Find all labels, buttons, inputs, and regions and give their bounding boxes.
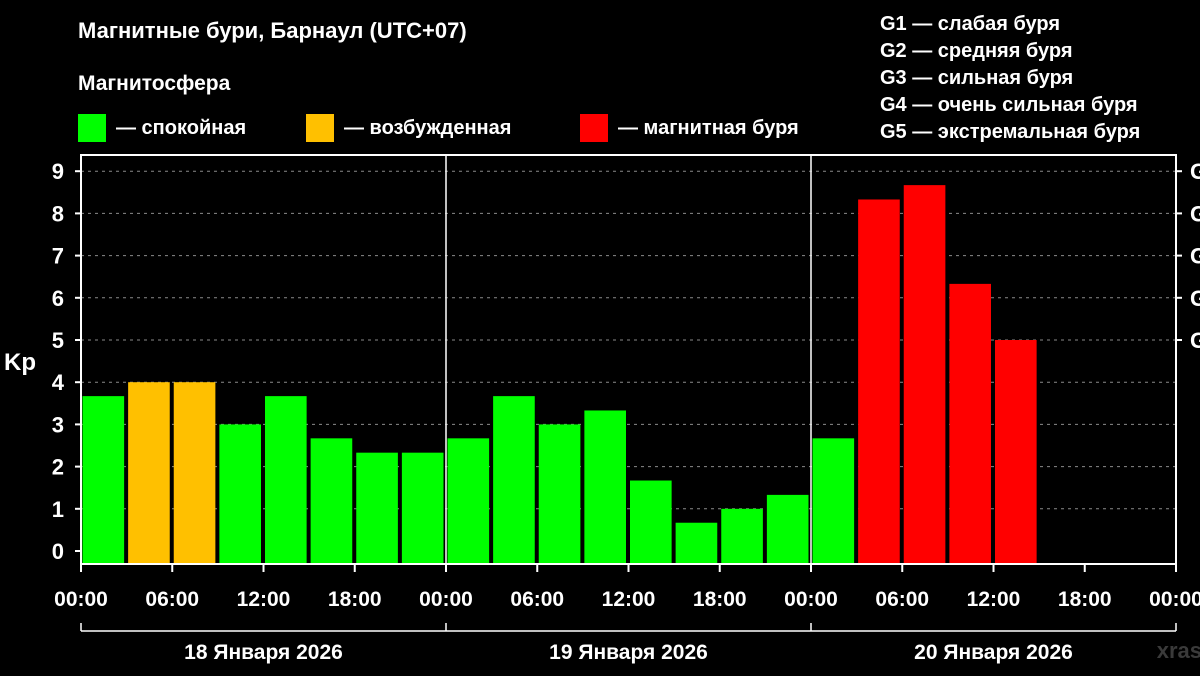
legend-label-storm: — магнитная буря (618, 116, 799, 139)
kp-bar-quiet (401, 452, 444, 563)
y-tick-label: 3 (52, 412, 64, 437)
kp-bar-storm (949, 283, 991, 563)
legend-swatch-quiet (78, 114, 106, 142)
kp-bar-quiet (219, 424, 261, 563)
kp-bar-storm (903, 185, 946, 563)
legend-label-quiet: — спокойная (116, 116, 247, 139)
x-tick-label: 00:00 (1149, 588, 1200, 611)
x-tick-label: 06:00 (145, 588, 199, 611)
day-label: 18 Января 2026 (184, 641, 343, 664)
kp-bar-quiet (584, 410, 626, 563)
right-tick-label: G3 (1190, 244, 1200, 269)
y-axis-label: Kp (4, 349, 36, 376)
y-tick-label: 9 (52, 159, 64, 184)
y-tick-label: 1 (52, 497, 64, 522)
x-tick-label: 06:00 (510, 588, 564, 611)
kp-bar-storm (995, 340, 1037, 563)
chart-title: Магнитные бури, Барнаул (UTC+07) (78, 18, 467, 43)
x-tick-label: 00:00 (419, 588, 473, 611)
y-tick-label: 2 (52, 455, 64, 480)
x-tick-label: 06:00 (875, 588, 929, 611)
legend-item-quiet: — спокойная (78, 114, 246, 142)
legend-item-storm: — магнитная буря (580, 114, 799, 142)
g-scale-g3: G3 — сильная буря (880, 67, 1074, 89)
legend-swatch-active (306, 114, 334, 142)
legend-title: Магнитосфера (78, 72, 231, 95)
right-tick-label: G1 (1190, 328, 1200, 353)
x-tick-label: 00:00 (54, 588, 108, 611)
kp-bar-quiet (812, 438, 855, 563)
kp-bar-quiet (82, 396, 125, 563)
legend-item-active: — возбужденная (306, 114, 511, 142)
g-scale-g4: G4 — очень сильная буря (880, 94, 1138, 116)
kp-bar-quiet (538, 424, 581, 563)
kp-bar-quiet (493, 396, 535, 563)
day-label: 19 Января 2026 (549, 641, 708, 664)
right-tick-label: G5 (1190, 159, 1200, 184)
x-tick-label: 18:00 (328, 588, 382, 611)
g-scale-g2: G2 — средняя буря (880, 40, 1073, 62)
legend-swatch-storm (580, 114, 608, 142)
x-tick-label: 12:00 (602, 588, 656, 611)
kp-bar-quiet (356, 452, 398, 563)
x-tick-label: 00:00 (784, 588, 838, 611)
kp-bar-active (128, 382, 170, 563)
kp-bar-quiet (265, 396, 307, 563)
right-tick-label: G4 (1190, 201, 1200, 226)
day-label: 20 Января 2026 (914, 641, 1073, 664)
kp-bar-quiet (766, 494, 809, 563)
x-tick-label: 18:00 (693, 588, 747, 611)
g-scale-legend: G1 — слабая буря G2 — средняя буря G3 — … (880, 11, 1140, 146)
right-tick-label: G2 (1190, 286, 1200, 311)
y-tick-label: 4 (52, 370, 65, 395)
legend-label-active: — возбужденная (344, 116, 512, 139)
watermark: xras (1156, 638, 1200, 663)
x-tick-label: 12:00 (237, 588, 291, 611)
kp-bar-quiet (447, 438, 490, 563)
kp-bar-quiet (721, 508, 763, 563)
kp-bar-storm (858, 199, 900, 563)
kp-bar-quiet (630, 480, 672, 563)
y-tick-label: 0 (52, 539, 64, 564)
y-tick-label: 7 (52, 244, 64, 269)
kp-bar-quiet (675, 522, 718, 563)
kp-bar-active (173, 382, 216, 563)
y-tick-label: 6 (52, 286, 64, 311)
kp-bar-quiet (310, 438, 353, 563)
x-tick-label: 18:00 (1058, 588, 1112, 611)
y-tick-label: 5 (52, 328, 64, 353)
g-scale-g5: G5 — экстремальная буря (880, 121, 1141, 143)
x-tick-label: 12:00 (967, 588, 1021, 611)
g-scale-g1: G1 — слабая буря (880, 13, 1061, 35)
y-tick-label: 8 (52, 201, 64, 226)
